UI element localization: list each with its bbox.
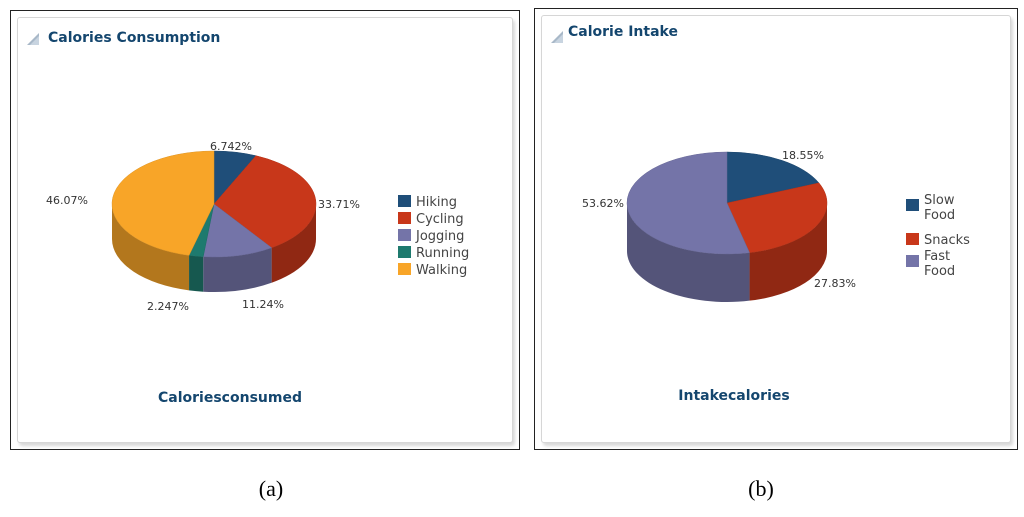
pie-slice-jogging[interactable] <box>202 203 273 258</box>
legend-swatch-jogging <box>398 229 411 241</box>
pie-side-cycling <box>271 204 316 283</box>
legend-swatch-hiking <box>398 195 411 207</box>
pie-slices <box>626 151 828 255</box>
chart-panel-b: Calorie Intake 18.55% 27.83% 53.62% Slow Foo… <box>534 8 1018 450</box>
data-label-snacks: 27.83% <box>814 277 856 290</box>
pie-side-walls <box>627 203 827 302</box>
caption-a: (a) <box>258 476 284 501</box>
data-label-cycling: 33.71% <box>318 198 360 211</box>
caption-b: (b) <box>748 476 774 501</box>
legend-label-jogging: Jogging <box>415 229 464 244</box>
pie-side-jogging <box>203 247 272 293</box>
chart-panel-a: Calories Consumption 6.742% 33.71% 11.24% 2… <box>10 10 520 450</box>
chart-card-b: Calorie Intake 18.55% 27.83% 53.62% Slow Foo… <box>541 15 1011 443</box>
data-label-running: 2.247% <box>147 300 189 313</box>
pie-side-fast-food <box>627 203 750 302</box>
pie-slice-walking[interactable] <box>111 150 215 256</box>
data-label-slow-food: 18.55% <box>782 149 824 162</box>
pie-chart-a: 6.742% 33.71% 11.24% 2.247% 46.07% Hiking Cycl… <box>46 140 469 313</box>
collapse-triangle-icon[interactable] <box>26 32 40 46</box>
pie-side-walking <box>112 204 190 291</box>
legend-label-running: Running <box>416 246 469 261</box>
chart-title: Calories Consumption <box>48 30 221 46</box>
data-label-jogging: 11.24% <box>242 298 284 311</box>
legend-label-hiking: Hiking <box>416 195 457 210</box>
legend-label-slow-food: Slow Food <box>924 193 955 223</box>
pie-side-snacks <box>749 203 827 301</box>
legend-swatch-fast-food <box>906 255 919 267</box>
legend-label-fast-food: Fast Food <box>924 249 955 279</box>
x-axis-label: Caloriesconsumed <box>158 390 302 406</box>
legend-swatch-slow-food <box>906 199 919 211</box>
pie-slice-slow-food[interactable] <box>726 151 820 204</box>
x-axis-label: Intakecalories <box>678 388 790 404</box>
collapse-triangle-icon[interactable] <box>550 30 564 44</box>
pie-slice-snacks[interactable] <box>726 182 828 253</box>
legend-label-walking: Walking <box>416 263 467 278</box>
pie-side-running <box>189 255 204 292</box>
pie-slice-fast-food[interactable] <box>626 151 750 255</box>
chart-card-a: Calories Consumption 6.742% 33.71% 11.24% 2… <box>17 17 513 443</box>
legend-swatch-snacks <box>906 233 919 245</box>
legend-swatch-running <box>398 246 411 258</box>
data-label-fast-food: 53.62% <box>582 197 624 210</box>
data-label-walking: 46.07% <box>46 194 88 207</box>
legend-label-snacks: Snacks <box>924 233 970 248</box>
legend-swatch-cycling <box>398 212 411 224</box>
legend: Hiking Cycling Jogging Running Walking <box>398 195 469 278</box>
pie-slice-cycling[interactable] <box>213 155 317 249</box>
chart-title: Calorie Intake <box>568 24 678 40</box>
legend-label-cycling: Cycling <box>416 212 464 227</box>
pie-slices <box>111 150 317 258</box>
pie-side-walls <box>112 204 316 293</box>
legend-swatch-walking <box>398 263 411 275</box>
data-label-hiking: 6.742% <box>210 140 252 153</box>
